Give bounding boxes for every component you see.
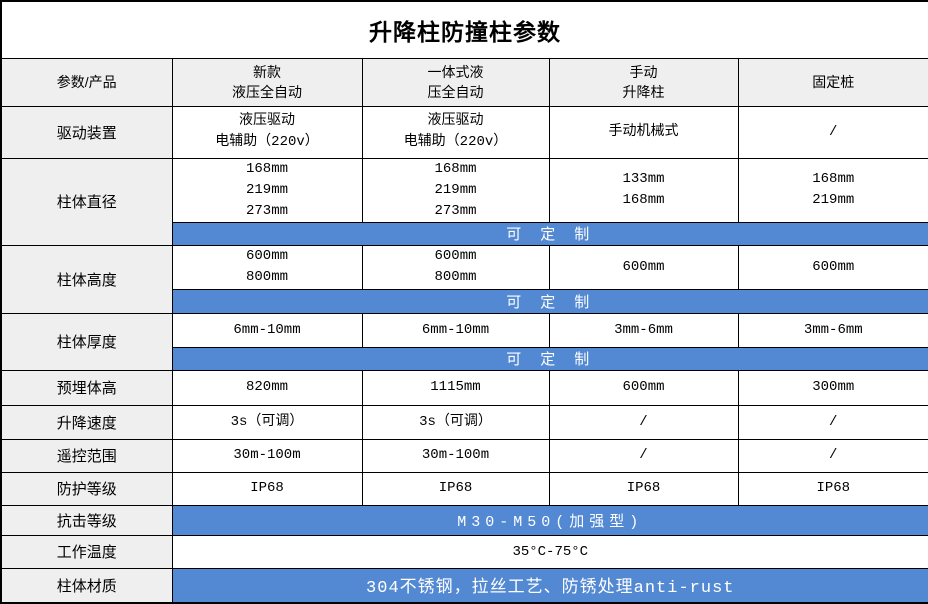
cell-remote-new: 30m-100m [171, 438, 363, 473]
row-label-working-temperature: 工作温度 [0, 534, 173, 569]
cell-height-manual: 600mm [548, 244, 739, 290]
row-column-material: 柱体材质 304不锈钢，拉丝工艺、防锈处理anti-rust [0, 567, 928, 604]
cell-thickness-manual: 3mm-6mm [548, 312, 739, 348]
row-label-lift-speed: 升降速度 [0, 404, 173, 440]
cell-diameter-fixed: 168mm 219mm [737, 157, 928, 223]
cell-height-fixed: 600mm [737, 244, 928, 290]
row-column-thickness: 柱体厚度 6mm-10mm 6mm-10mm 3mm-6mm 3mm-6mm [0, 312, 928, 371]
header-row: 参数/产品 新款 液压全自动 一体式液 压全自动 手动 升降柱 固定桩 [0, 57, 928, 107]
cell-embedded-integrated: 1115mm [361, 369, 550, 406]
row-drive-device: 驱动装置 液压驱动 电辅助（220v） 液压驱动 电辅助（220v） 手动机械式… [0, 105, 928, 159]
cell-speed-new: 3s（可调） [171, 404, 363, 440]
cell-protection-manual: IP68 [548, 471, 739, 506]
cell-height-new: 600mm 800mm [171, 244, 363, 290]
cell-thickness-integrated: 6mm-10mm [361, 312, 550, 348]
row-column-diameter: 柱体直径 168mm 219mm 273mm 168mm 219mm 273mm… [0, 157, 928, 246]
row-label-column-material: 柱体材质 [0, 567, 173, 604]
cell-speed-manual: / [548, 404, 739, 440]
cell-remote-integrated: 30m-100m [361, 438, 550, 473]
col-header-integrated-hydraulic-auto: 一体式液 压全自动 [361, 57, 550, 107]
row-label-column-diameter: 柱体直径 [0, 157, 173, 246]
customizable-band: 可 定 制 [171, 346, 928, 371]
col-header-new-hydraulic-auto: 新款 液压全自动 [171, 57, 363, 107]
cell-diameter-new: 168mm 219mm 273mm [171, 157, 363, 223]
customizable-band: 可 定 制 [171, 221, 928, 246]
row-remote-range: 遥控范围 30m-100m 30m-100m / / [0, 438, 928, 473]
cell-protection-integrated: IP68 [361, 471, 550, 506]
row-label-impact-rating: 抗击等级 [0, 504, 173, 536]
row-height-customizable-band: 可 定 制 [1, 288, 928, 314]
cell-drive-new: 液压驱动 电辅助（220v） [171, 105, 363, 159]
cell-protection-fixed: IP68 [737, 471, 928, 506]
cell-thickness-new: 6mm-10mm [171, 312, 363, 348]
title-row: 升降柱防撞柱参数 [0, 0, 928, 59]
row-label-remote-range: 遥控范围 [0, 438, 173, 473]
cell-embedded-new: 820mm [171, 369, 363, 406]
cell-remote-manual: / [548, 438, 739, 473]
working-temperature-value: 35°C-75°C [171, 534, 928, 569]
cell-thickness-fixed: 3mm-6mm [737, 312, 928, 348]
column-material-band: 304不锈钢，拉丝工艺、防锈处理anti-rust [171, 567, 928, 604]
cell-protection-new: IP68 [171, 471, 363, 506]
row-label-protection-rating: 防护等级 [0, 471, 173, 506]
row-column-height: 柱体高度 600mm 800mm 600mm 800mm 600mm 600mm [0, 244, 928, 314]
cell-remote-fixed: / [737, 438, 928, 473]
cell-speed-fixed: / [737, 404, 928, 440]
cell-diameter-integrated: 168mm 219mm 273mm [361, 157, 550, 223]
col-header-fixed-pile: 固定桩 [737, 57, 928, 107]
cell-height-integrated: 600mm 800mm [361, 244, 550, 290]
row-label-embedded-height: 预埋体高 [0, 369, 173, 406]
cell-speed-integrated: 3s（可调） [361, 404, 550, 440]
col-header-parameter-product: 参数/产品 [0, 57, 173, 107]
row-protection-rating: 防护等级 IP68 IP68 IP68 IP68 [0, 471, 928, 506]
row-embedded-height: 预埋体高 820mm 1115mm 600mm 300mm [0, 369, 928, 406]
row-impact-rating: 抗击等级 M30-M50(加强型) [0, 504, 928, 536]
impact-rating-band: M30-M50(加强型) [171, 504, 928, 536]
col-header-manual-lifting: 手动 升降柱 [548, 57, 739, 107]
customizable-band: 可 定 制 [171, 288, 928, 314]
row-lift-speed: 升降速度 3s（可调） 3s（可调） / / [0, 404, 928, 440]
row-label-column-height: 柱体高度 [0, 244, 173, 314]
row-label-drive-device: 驱动装置 [0, 105, 173, 159]
row-working-temperature: 工作温度 35°C-75°C [0, 534, 928, 569]
cell-drive-fixed: / [737, 105, 928, 159]
cell-diameter-manual: 133mm 168mm [548, 157, 739, 223]
cell-drive-manual: 手动机械式 [548, 105, 739, 159]
row-label-column-thickness: 柱体厚度 [0, 312, 173, 371]
cell-embedded-manual: 600mm [548, 369, 739, 406]
cell-drive-integrated: 液压驱动 电辅助（220v） [361, 105, 550, 159]
cell-embedded-fixed: 300mm [737, 369, 928, 406]
page-title: 升降柱防撞柱参数 [0, 0, 928, 59]
